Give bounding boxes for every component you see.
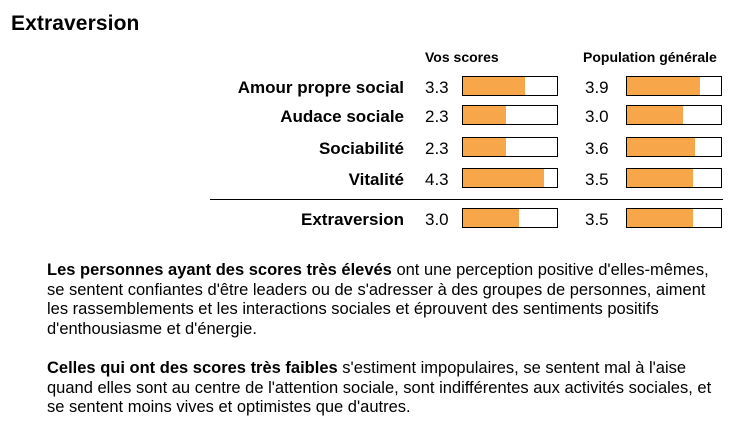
facet-row-sociabilite: Sociabilité 2.3 3.6 xyxy=(0,137,752,161)
population-score-value: 3.9 xyxy=(585,78,609,97)
summary-divider xyxy=(210,199,723,200)
population-score-value: 3.0 xyxy=(585,107,609,126)
your-score-bar xyxy=(462,168,558,188)
your-score-value: 3.3 xyxy=(425,78,449,97)
facet-row-audace-sociale: Audace sociale 2.3 3.0 xyxy=(0,105,752,129)
your-score-bar-fill xyxy=(463,138,507,156)
population-score-bar-fill xyxy=(627,169,693,187)
total-label: Extraversion xyxy=(301,210,404,229)
population-score-value: 3.5 xyxy=(585,170,609,189)
facet-label: Sociabilité xyxy=(318,139,404,158)
population-total-score-value: 3.5 xyxy=(585,210,609,229)
your-score-bar-fill xyxy=(463,106,507,124)
facet-label: Audace sociale xyxy=(280,107,404,126)
section-title: Extraversion xyxy=(11,12,140,35)
facet-row-amour-propre-social: Amour propre social 3.3 3.9 xyxy=(0,76,752,100)
facet-label: Vitalité xyxy=(348,170,404,189)
total-row-extraversion: Extraversion 3.0 3.5 xyxy=(0,208,752,232)
high-score-description: Les personnes ayant des scores très élev… xyxy=(47,261,727,339)
your-total-score-bar-fill xyxy=(463,209,520,227)
low-score-description: Celles qui ont des scores très faibles s… xyxy=(47,359,727,418)
population-score-bar-fill xyxy=(627,138,695,156)
low-score-body: s'estiment impopulaires, se sentent mal … xyxy=(47,359,712,416)
population-total-score-bar xyxy=(626,208,722,228)
population-score-bar-fill xyxy=(627,77,701,95)
your-score-bar-fill xyxy=(463,77,526,95)
your-score-bar-fill xyxy=(463,169,544,187)
population-score-bar-fill xyxy=(627,106,684,124)
high-score-lead: Les personnes ayant des scores très élev… xyxy=(47,261,392,279)
column-header-population: Population générale xyxy=(583,49,717,65)
your-score-value: 2.3 xyxy=(425,139,449,158)
population-score-value: 3.6 xyxy=(585,139,609,158)
population-score-bar xyxy=(626,76,722,96)
population-score-bar xyxy=(626,168,722,188)
low-score-lead: Celles qui ont des scores très faibles xyxy=(47,359,338,377)
facet-row-vitalite: Vitalité 4.3 3.5 xyxy=(0,168,752,192)
column-header-your-scores: Vos scores xyxy=(425,49,499,65)
high-score-body: ont une perception positive d'elles-même… xyxy=(47,261,709,338)
your-total-score-value: 3.0 xyxy=(425,210,449,229)
population-total-score-bar-fill xyxy=(627,209,693,227)
your-score-value: 4.3 xyxy=(425,170,449,189)
your-score-bar xyxy=(462,105,558,125)
population-score-bar xyxy=(626,105,722,125)
your-score-bar xyxy=(462,137,558,157)
your-total-score-bar xyxy=(462,208,558,228)
facet-label: Amour propre social xyxy=(237,78,404,97)
your-score-bar xyxy=(462,76,558,96)
population-score-bar xyxy=(626,137,722,157)
your-score-value: 2.3 xyxy=(425,107,449,126)
